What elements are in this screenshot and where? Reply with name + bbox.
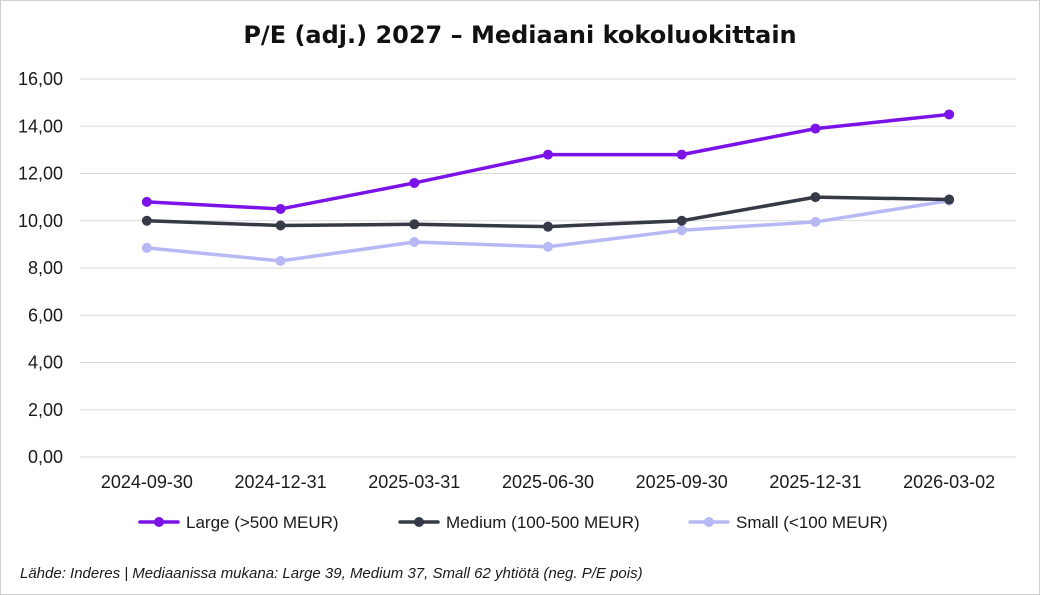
x-axis-tick-labels: 2024-09-30 2024-12-31 2025-03-31 2025-06-30… — [101, 472, 995, 492]
x-tick-label: 2025-06-30 — [502, 472, 594, 492]
x-tick-label: 2025-03-31 — [368, 472, 460, 492]
data-point — [409, 237, 420, 248]
data-point — [944, 194, 955, 205]
legend-item: Medium (100-500 MEUR) — [398, 513, 640, 532]
data-point — [543, 221, 553, 232]
y-tick-label: 6,00 — [28, 305, 63, 325]
legend-swatch-marker — [414, 517, 424, 527]
data-point — [810, 192, 821, 203]
data-point — [810, 123, 821, 134]
y-tick-label: 14,00 — [18, 116, 63, 136]
data-point — [275, 255, 286, 266]
source-note: Lähde: Inderes | Mediaanissa mukana: Lar… — [20, 565, 643, 582]
legend-item: Large (>500 MEUR) — [138, 513, 339, 532]
data-point — [409, 177, 420, 188]
data-point — [676, 225, 687, 236]
data-point — [676, 215, 687, 226]
y-tick-label: 2,00 — [28, 400, 63, 420]
data-point — [944, 109, 955, 120]
data-point — [676, 149, 687, 160]
x-tick-label: 2025-12-31 — [769, 472, 861, 492]
series-lines — [141, 109, 955, 266]
data-point — [543, 149, 553, 160]
data-point — [275, 203, 286, 214]
data-point — [409, 219, 420, 230]
x-tick-label: 2025-09-30 — [636, 472, 728, 492]
data-point — [141, 196, 152, 207]
legend-label: Small (<100 MEUR) — [736, 513, 888, 532]
y-tick-label: 8,00 — [28, 258, 63, 278]
series-group — [141, 192, 955, 232]
series-group — [141, 109, 955, 214]
legend: Large (>500 MEUR) Medium (100-500 MEUR) Sm… — [138, 513, 888, 532]
y-tick-label: 0,00 — [28, 447, 63, 467]
y-tick-label: 12,00 — [18, 164, 63, 184]
x-tick-label: 2024-12-31 — [235, 472, 327, 492]
chart-title: P/E (adj.) 2027 – Mediaani kokoluokittai… — [243, 21, 796, 49]
legend-swatch-marker — [154, 517, 164, 527]
legend-label: Large (>500 MEUR) — [186, 513, 339, 532]
data-point — [141, 215, 152, 226]
y-tick-label: 10,00 — [18, 211, 63, 231]
x-tick-label: 2026-03-02 — [903, 472, 995, 492]
data-point — [275, 220, 286, 231]
y-tick-label: 16,00 — [18, 69, 63, 89]
series-line — [145, 112, 951, 211]
y-tick-label: 4,00 — [28, 353, 63, 373]
x-tick-label: 2024-09-30 — [101, 472, 193, 492]
legend-item: Small (<100 MEUR) — [688, 513, 888, 532]
gridlines — [80, 78, 1016, 458]
y-axis-tick-labels: 0,00 2,00 4,00 6,00 8,00 10,00 12,00 14,00 16,00 — [18, 69, 63, 467]
legend-label: Medium (100-500 MEUR) — [446, 513, 640, 532]
data-point — [141, 242, 152, 253]
data-point — [810, 216, 821, 227]
data-point — [543, 241, 553, 252]
legend-swatch-marker — [704, 517, 714, 527]
